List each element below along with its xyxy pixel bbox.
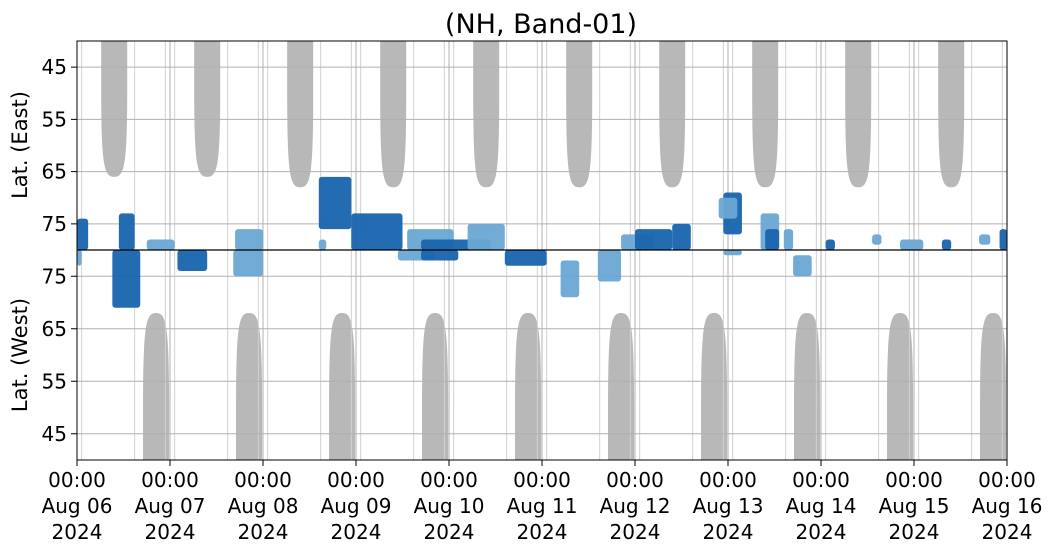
detection-east-0 [77,218,89,250]
detection-east-32 [941,239,952,250]
x-tick-label-1-1: Aug 07 [135,494,206,518]
detection-east-29 [825,239,835,250]
x-tick-label-9-2: 2024 [889,520,940,544]
x-tick-label-6-1: Aug 12 [600,494,671,518]
x-tick-label-3-0: 00:00 [327,468,385,492]
detection-east-15 [467,223,505,250]
detection-east-34 [999,229,1007,250]
detection-east-21 [672,223,691,250]
x-tick-label-0-1: Aug 06 [42,494,113,518]
detection-layer [77,176,1007,308]
y-tick-label-east-65: 65 [42,160,67,184]
y-tick-label-east-75: 75 [42,212,67,236]
no-data-region-east-5 [566,41,593,188]
x-tick-label-8-0: 00:00 [792,468,850,492]
no-data-region-east-7 [752,41,779,188]
x-tick-label-7-1: Aug 13 [693,494,764,518]
no-data-region-west-6 [701,313,728,460]
x-tick-label-6-2: 2024 [610,520,661,544]
y-tick-label-east-55: 55 [42,107,67,131]
detection-west-7 [233,250,263,277]
no-data-region-east-2 [287,41,314,188]
x-tick-label-3-2: 2024 [331,520,382,544]
x-tick-label-5-1: Aug 11 [507,494,578,518]
detection-east-27 [783,229,794,250]
x-tick-label-4-0: 00:00 [420,468,478,492]
detection-east-6 [235,229,263,250]
detection-west-3 [112,250,141,308]
x-tick-label-8-2: 2024 [796,520,847,544]
x-tick-label-8-1: Aug 14 [786,494,857,518]
x-tick-label-7-0: 00:00 [699,468,757,492]
no-data-region-west-1 [236,313,263,460]
detection-east-33 [979,234,991,245]
no-data-region-west-3 [422,313,449,460]
x-tick-label-5-0: 00:00 [513,468,571,492]
detection-east-26 [765,229,780,250]
detection-west-17 [560,260,580,298]
no-data-region-east-0 [101,41,128,177]
no-data-layer [101,41,1007,460]
x-tick-label-10-0: 00:00 [978,468,1036,492]
detection-west-1 [77,250,82,266]
chart-title: (NH, Band-01) [445,9,637,40]
no-data-region-west-2 [329,313,356,460]
detection-east-9 [318,176,352,230]
y-axis-label-east: Lat. (East) [8,91,32,199]
x-tick-label-1-2: 2024 [145,520,196,544]
x-tick-label-3-1: Aug 09 [321,494,392,518]
detection-west-5 [177,250,208,271]
x-tick-label-0-2: 2024 [52,520,103,544]
no-data-region-east-3 [380,41,407,188]
x-tick-label-9-1: Aug 15 [879,494,950,518]
x-tick-label-1-0: 00:00 [141,468,199,492]
no-data-region-east-9 [938,41,965,188]
no-data-region-east-4 [473,41,500,188]
no-data-region-west-0 [143,313,170,460]
detection-west-14 [421,250,459,261]
y-tick-label-east-45: 45 [42,55,67,79]
x-tick-label-10-1: Aug 16 [972,494,1043,518]
x-tick-label-9-0: 00:00 [885,468,943,492]
x-tick-label-0-0: 00:00 [48,468,106,492]
detection-west-18 [597,250,622,282]
x-tick-label-2-1: Aug 08 [228,494,299,518]
x-tick-label-6-0: 00:00 [606,468,664,492]
detection-east-23 [718,197,738,219]
no-data-region-west-9 [980,313,1007,460]
detection-west-28 [793,255,812,277]
y-axis-label-west: Lat. (West) [8,298,32,412]
y-tick-label-west-55: 55 [42,369,67,393]
detection-east-31 [900,239,924,250]
y-tick-label-west-65: 65 [42,317,67,341]
detection-east-10 [351,213,403,250]
no-data-region-west-7 [794,313,821,460]
y-ticks: 45 55 65 75 75 65 55 45 [42,55,77,446]
x-tick-label-2-2: 2024 [238,520,289,544]
detection-east-20 [635,229,673,250]
detection-east-30 [872,234,882,245]
y-tick-label-west-75: 75 [42,264,67,288]
detection-east-4 [146,239,175,250]
no-data-region-east-6 [659,41,686,188]
x-tick-label-4-2: 2024 [424,520,475,544]
no-data-region-west-4 [515,313,542,460]
detection-west-24 [723,250,742,256]
x-tick-label-5-2: 2024 [517,520,568,544]
y-tick-label-west-45: 45 [42,422,67,446]
detection-east-8 [318,239,327,250]
x-tick-label-2-0: 00:00 [234,468,292,492]
no-data-region-west-8 [887,313,914,460]
no-data-region-east-8 [845,41,872,188]
no-data-region-east-1 [194,41,221,177]
x-tick-label-4-1: Aug 10 [414,494,485,518]
x-tick-label-10-2: 2024 [982,520,1033,544]
detection-east-2 [118,213,135,250]
detection-west-16 [504,250,547,266]
x-tick-label-7-2: 2024 [703,520,754,544]
no-data-region-west-5 [608,313,635,460]
